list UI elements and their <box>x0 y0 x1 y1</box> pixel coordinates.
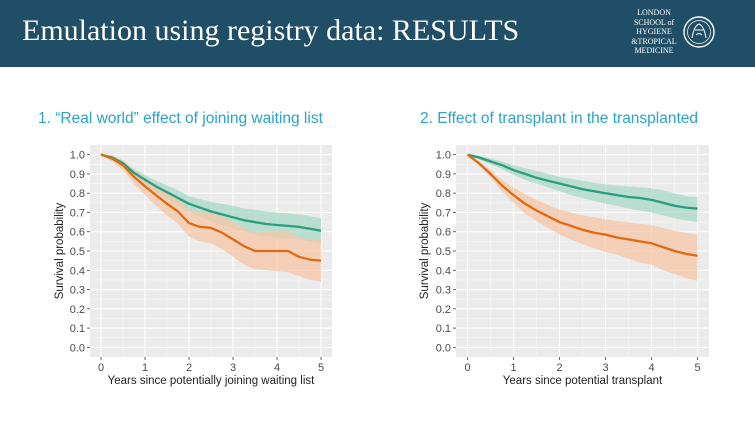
x-tick-label: 2 <box>556 362 562 374</box>
y-tick-label: 0.0 <box>436 342 451 354</box>
logo-line: SCHOOL of <box>633 17 675 27</box>
ci-band-0 <box>101 154 321 244</box>
x-tick-label: 1 <box>142 362 148 374</box>
x-axis-label: Years since potential transplant <box>503 375 663 387</box>
logo-line: LONDON <box>637 8 671 17</box>
x-tick-label: 3 <box>230 362 236 374</box>
series-line-1 <box>466 153 698 257</box>
series-line-1 <box>100 153 322 262</box>
y-tick-label: 0.7 <box>436 207 451 219</box>
y-tick-label: 0.4 <box>70 265 85 277</box>
y-tick-label: 1.0 <box>436 150 451 162</box>
y-tick-label: 0.5 <box>436 246 451 258</box>
y-tick-label: 0.1 <box>70 323 85 335</box>
y-tick-label: 0.6 <box>436 227 451 239</box>
logo-line: &TROPICAL <box>631 36 677 46</box>
y-tick-label: 0.6 <box>70 227 85 239</box>
x-tick-label: 2 <box>186 362 192 374</box>
y-tick-label: 0.3 <box>70 285 85 297</box>
x-tick-label: 3 <box>602 362 608 374</box>
logo-line: MEDICINE <box>634 46 674 56</box>
logo-line: HYGIENE <box>636 27 672 37</box>
y-tick-label: 0.4 <box>436 265 451 277</box>
y-tick-label: 0.3 <box>436 285 451 297</box>
x-tick-label: 0 <box>98 362 104 374</box>
series-line-0 <box>467 153 698 210</box>
y-axis-label: Survival probability <box>419 202 431 299</box>
y-axis-label: Survival probability <box>54 202 66 299</box>
lshtm-logo: LONDON SCHOOL of HYGIENE &TROPICAL MEDIC… <box>628 6 718 60</box>
x-tick-label: 5 <box>694 362 700 374</box>
logo-text: LONDON SCHOOL of HYGIENE &TROPICAL MEDIC… <box>628 8 680 56</box>
y-tick-label: 0.2 <box>70 304 85 316</box>
y-tick-label: 0.2 <box>436 304 451 316</box>
y-tick-label: 0.9 <box>70 169 85 181</box>
x-tick-label: 5 <box>318 362 324 374</box>
y-tick-label: 0.5 <box>70 246 85 258</box>
slide-title: Emulation using registry data: RESULTS <box>22 14 520 47</box>
y-tick-label: 0.7 <box>70 207 85 219</box>
y-tick-label: 0.8 <box>70 188 85 200</box>
chart-transplant: 0.0 0.1 0.2 0.3 0.4 0.5 0.6 0.7 0.8 0.9 1.0 0 1 2 3 4 5 Y… <box>419 145 709 387</box>
y-tick-label: 1.0 <box>70 150 85 162</box>
chart1-subtitle: 1. “Real world” effect of joining waitin… <box>38 110 323 127</box>
x-tick-label: 4 <box>274 362 280 374</box>
x-axis-label: Years since potentially joining waiting … <box>108 375 315 387</box>
y-tick-label: 0.1 <box>436 323 451 335</box>
x-tick-label: 0 <box>464 362 470 374</box>
ci-band-1 <box>467 154 698 281</box>
crest-icon <box>683 16 715 48</box>
series-line-0 <box>100 153 322 232</box>
y-tick-label: 0.9 <box>436 169 451 181</box>
slide-header: Emulation using registry data: RESULTS L… <box>0 0 755 67</box>
chart2-subtitle: 2. Effect of transplant in the transplan… <box>420 110 699 127</box>
y-tick-label: 0.8 <box>436 188 451 200</box>
x-tick-label: 4 <box>648 362 654 374</box>
chart-waiting-list: 0.0 0.1 0.2 0.3 0.4 0.5 0.6 0.7 0.8 0.9 1.0 0 1 2 3 4 5Y… <box>54 145 332 387</box>
y-tick-label: 0.0 <box>70 342 85 354</box>
x-tick-label: 1 <box>510 362 516 374</box>
